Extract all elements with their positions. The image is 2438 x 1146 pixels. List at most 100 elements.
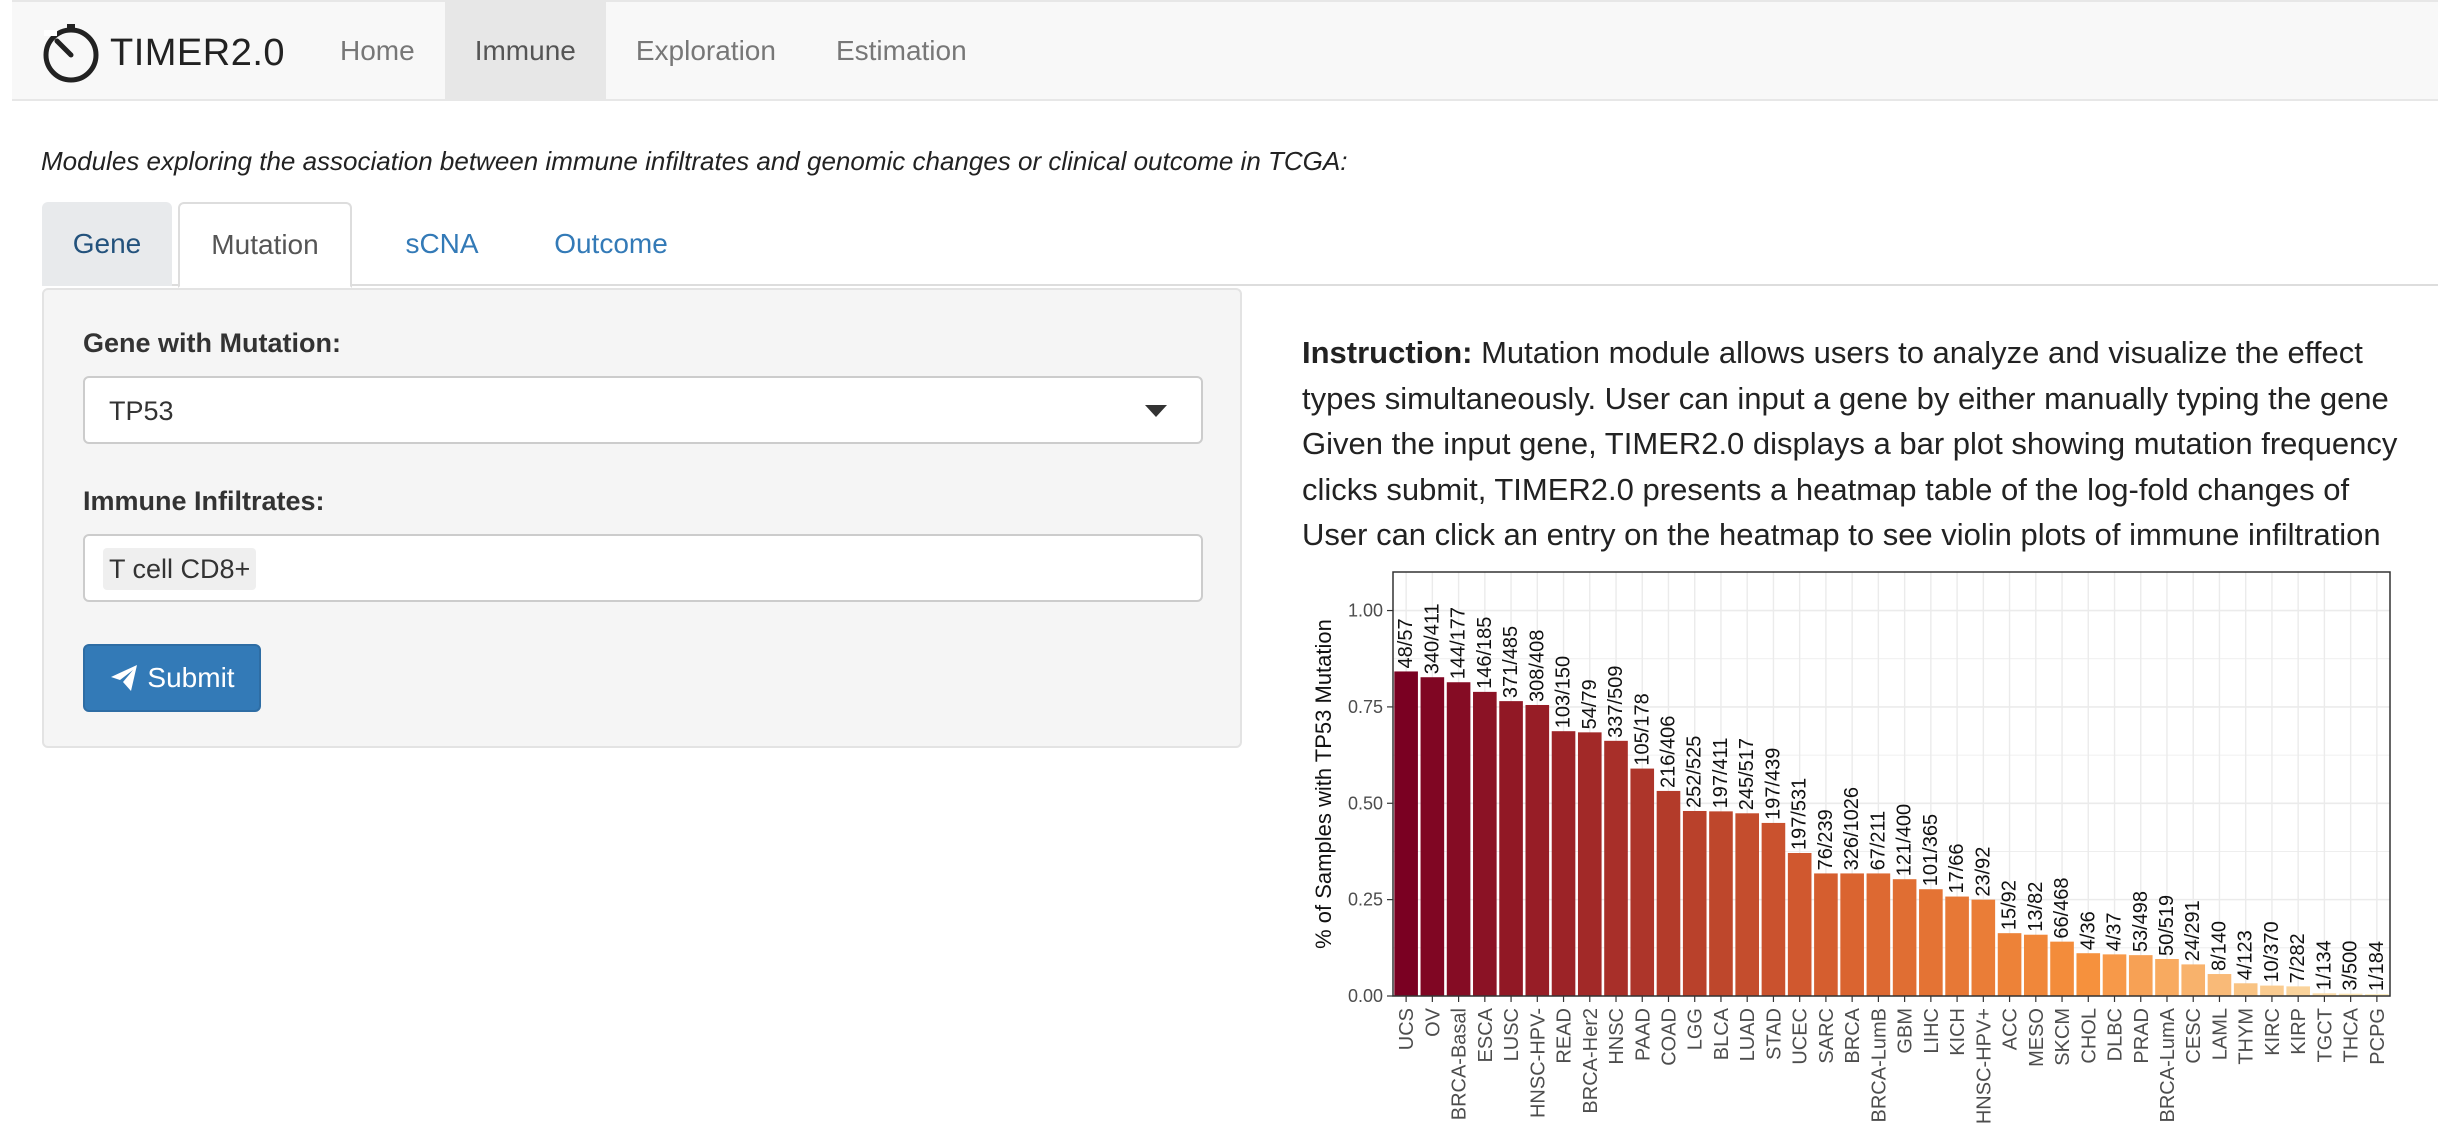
x-tick-label: SARC (1816, 1008, 1838, 1064)
y-tick-label: 0.00 (1348, 986, 1383, 1006)
bar[interactable] (1761, 822, 1786, 996)
bar-value-label: 10/370 (2261, 921, 2283, 982)
tab-scna[interactable]: sCNA (405, 228, 479, 259)
bar[interactable] (1945, 896, 1969, 996)
x-tick-label: UCEC (1790, 1008, 1812, 1065)
gene-select[interactable]: TP53 (83, 376, 1203, 444)
bar[interactable] (2181, 964, 2206, 996)
bar[interactable] (1997, 933, 2022, 996)
x-tick-label: LUAD (1737, 1008, 1759, 1061)
bar[interactable] (1420, 677, 1445, 996)
bar-value-label: 216/406 (1657, 716, 1679, 788)
bar-value-label: 1/134 (2313, 940, 2335, 990)
bar-value-label: 252/525 (1684, 736, 1706, 808)
x-tick-label: UCS (1396, 1008, 1418, 1050)
nav-immune[interactable]: Immune (444, 2, 606, 100)
tab-mutation[interactable]: Mutation (178, 202, 352, 288)
tab-outcome[interactable]: Outcome (554, 228, 668, 259)
bar-value-label: 67/211 (1867, 811, 1889, 871)
brand-name: TIMER2.0 (110, 31, 286, 74)
bar[interactable] (1971, 899, 1996, 996)
bar-value-label: 245/517 (1736, 738, 1758, 810)
bar-value-label: 76/239 (1815, 809, 1837, 870)
nav-home[interactable]: Home (340, 35, 415, 66)
instruction-line: Instruction: Mutation module allows user… (1302, 330, 2438, 376)
nav-estimation[interactable]: Estimation (835, 35, 967, 66)
instruction-line: clicks submit, TIMER2.0 presents a heatm… (1302, 471, 2350, 507)
x-tick-label: LGG (1685, 1008, 1707, 1050)
bar[interactable] (1787, 852, 1812, 996)
bar[interactable] (1446, 682, 1471, 996)
bar[interactable] (2050, 941, 2074, 996)
navbar: TIMER2.0 Home Immune Exploration Estimat… (12, 0, 2438, 101)
bar-value-label: 66/468 (2051, 877, 2073, 938)
bar-value-label: 197/531 (1789, 778, 1811, 850)
submit-button[interactable]: Submit (83, 644, 261, 712)
bar[interactable] (1735, 813, 1760, 996)
bar[interactable] (2260, 985, 2284, 996)
instruction-line: User can click an entry on the heatmap t… (1302, 517, 2381, 553)
brand[interactable]: TIMER2.0 (40, 22, 285, 84)
x-tick-label: TGCT (2314, 1008, 2336, 1062)
nav-exploration[interactable]: Exploration (635, 35, 776, 66)
bar[interactable] (1682, 810, 1707, 996)
bar[interactable] (2155, 958, 2179, 996)
tab-gene[interactable]: Gene (42, 202, 172, 286)
instruction-heading: Instruction: (1302, 335, 1473, 370)
chevron-down-icon[interactable] (1145, 405, 1167, 417)
bar[interactable] (1551, 731, 1576, 996)
infiltrate-chip[interactable]: T cell CD8+ (103, 548, 257, 590)
bar[interactable] (1814, 873, 1838, 996)
bar[interactable] (2312, 993, 2337, 996)
bar[interactable] (2102, 954, 2127, 996)
y-tick-label: 0.75 (1348, 697, 1383, 717)
bar[interactable] (2023, 934, 2048, 996)
bar-value-label: 1/184 (2366, 941, 2388, 991)
x-tick-label: THYM (2236, 1008, 2258, 1065)
bar[interactable] (2286, 986, 2310, 996)
bar[interactable] (1630, 768, 1655, 996)
bar[interactable] (1919, 889, 1943, 996)
bar[interactable] (2365, 994, 2389, 996)
bar[interactable] (1656, 790, 1681, 996)
bar[interactable] (1394, 671, 1418, 996)
instruction-line: types simultaneously. User can input a g… (1302, 380, 2389, 416)
bar[interactable] (1840, 873, 1864, 996)
x-tick-label: BRCA (1842, 1007, 1864, 1063)
x-tick-label: BRCA-Basal (1449, 1008, 1471, 1120)
bar[interactable] (2207, 974, 2232, 996)
x-tick-label: KICH (1947, 1008, 1969, 1056)
x-tick-label: THCA (2341, 1007, 2363, 1062)
bar[interactable] (1577, 732, 1602, 996)
bar-value-label: 48/57 (1395, 618, 1417, 668)
bar[interactable] (1892, 879, 1917, 996)
bar[interactable] (2233, 983, 2258, 996)
bar-value-label: 54/79 (1579, 679, 1601, 729)
infiltrates-input[interactable]: T cell CD8+ (83, 534, 1203, 602)
gene-select-value: TP53 (109, 396, 174, 426)
infiltrates-label: Immune Infiltrates: (83, 486, 325, 516)
x-tick-label: DLBC (2105, 1008, 2127, 1061)
x-tick-label: BLCA (1711, 1007, 1733, 1060)
bar[interactable] (1604, 740, 1628, 996)
mutation-frequency-chart: 48/57 UCS 340/411 OV 144/177 BRCA-Basal 146/18… (1311, 571, 2391, 1124)
bar-value-label: 53/498 (2130, 891, 2152, 952)
bar[interactable] (1499, 701, 1523, 996)
x-tick-label: MESO (2026, 1008, 2048, 1067)
bar[interactable] (1473, 691, 1497, 996)
bar[interactable] (1525, 704, 1550, 996)
bar[interactable] (2128, 955, 2153, 996)
x-tick-label: OV (1422, 1007, 1444, 1037)
bar-value-label: 4/123 (2235, 930, 2257, 980)
bar[interactable] (1709, 811, 1733, 996)
bar[interactable] (2338, 993, 2363, 996)
submit-label: Submit (147, 662, 235, 693)
bar-value-label: 50/519 (2156, 895, 2178, 956)
x-tick-label: KIRP (2288, 1008, 2310, 1055)
bar[interactable] (2076, 953, 2101, 996)
x-tick-label: CHOL (2078, 1008, 2100, 1064)
x-tick-label: COAD (1658, 1008, 1680, 1066)
bar[interactable] (1866, 873, 1891, 996)
bar-value-label: 13/82 (2025, 882, 2047, 932)
y-tick-label: 1.00 (1348, 601, 1383, 621)
